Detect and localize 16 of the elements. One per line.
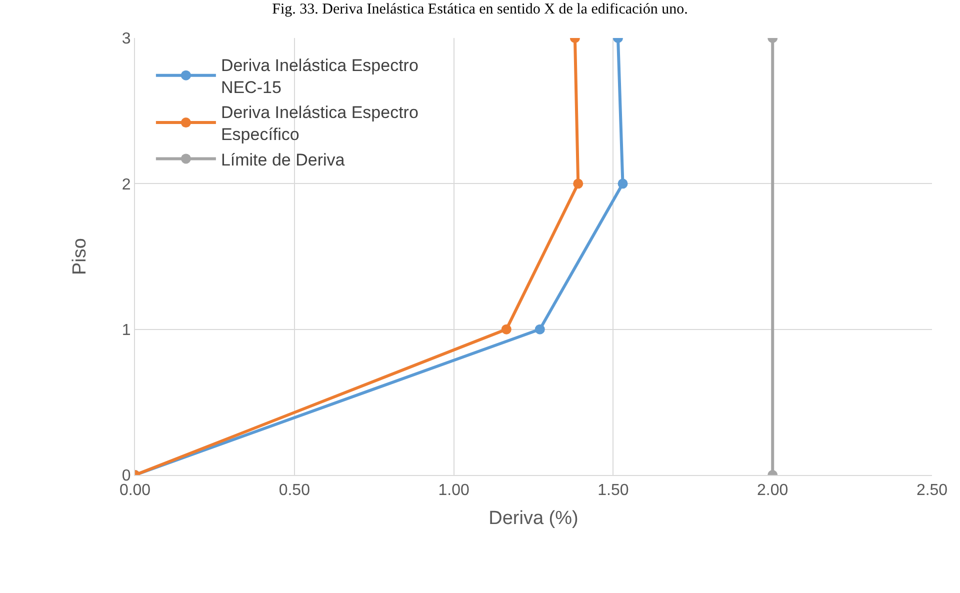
x-tick-label: 1.50 [598,482,629,500]
x-axis-title: Deriva (%) [488,508,578,529]
y-tick-label: 2 [122,176,131,194]
y-axis-title: Piso [70,238,91,275]
y-tick-label: 1 [122,322,131,339]
legend-label: Deriva Inelástica Espectro Específico [220,103,418,144]
x-tick-label: 1.00 [438,482,470,500]
legend-label: Límite de Deriva [220,150,346,170]
chart-title: Fig. 33. Deriva Inelástica Estática en sentido X de la edificación uno. [272,1,688,18]
x-tick-label: 0.50 [278,482,310,500]
x-tick-label: 0.00 [119,482,151,500]
y-tick-label: 0 [122,468,131,485]
y-tick-label: 3 [122,30,131,48]
legend-label: Deriva Inelástica Espectro NEC-15 [220,56,418,98]
x-tick-label: 2.50 [916,482,948,500]
x-tick-label: 2.00 [757,482,788,500]
